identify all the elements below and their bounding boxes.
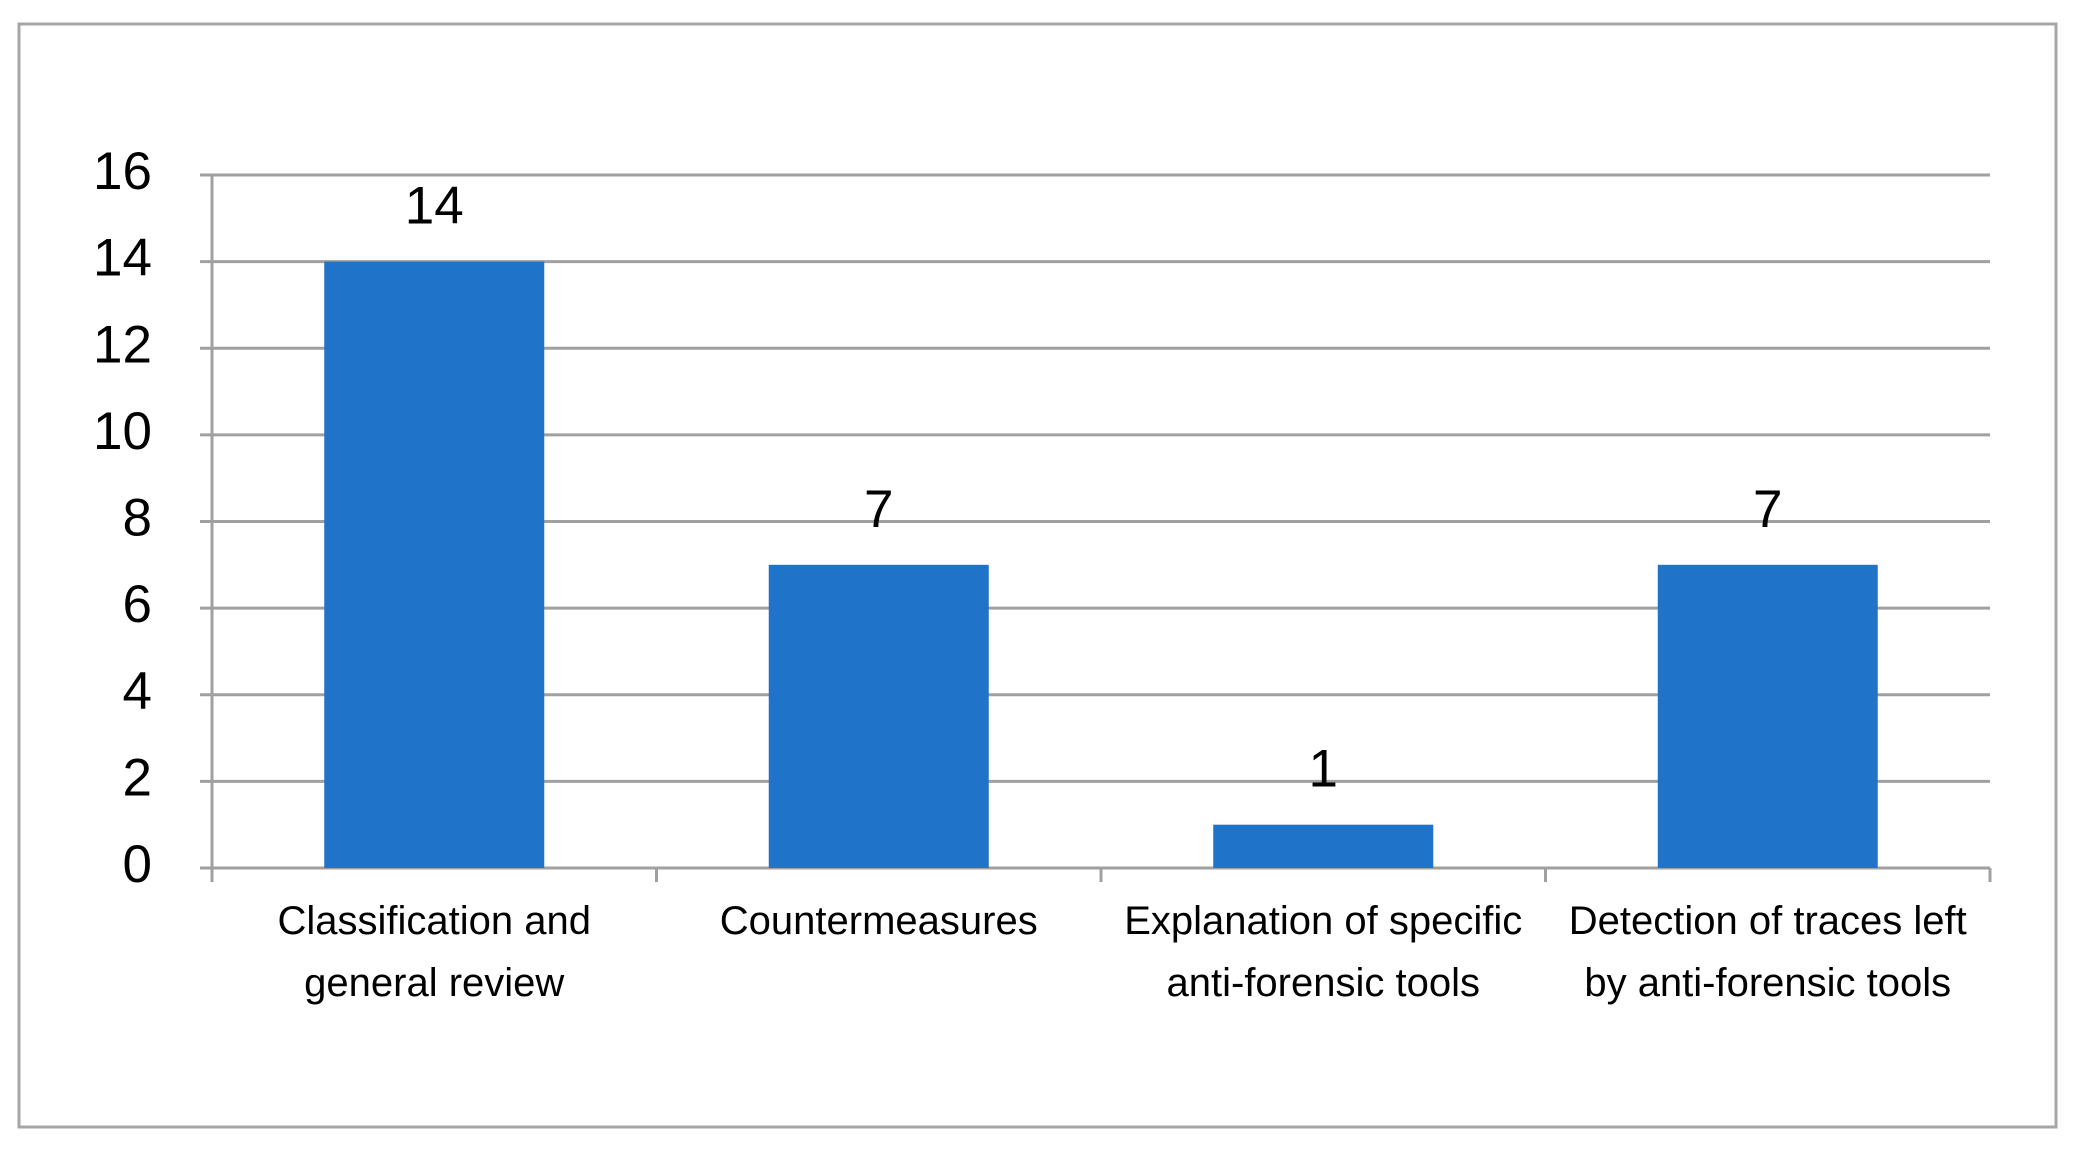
value-label: 14 [405,177,464,236]
bar [324,261,545,868]
y-tick-label: 4 [123,662,152,721]
y-tick-label: 6 [123,575,152,634]
value-label: 7 [864,480,893,539]
bar [768,564,989,868]
x-tick-label: Detection of traces left by anti-forensi… [1568,899,1967,1005]
x-tick-label: Explanation of specific anti-forensic to… [1124,899,1523,1005]
bar [1213,824,1434,868]
y-tick-label: 12 [93,315,152,374]
x-tick-label: Countermeasures [719,899,1038,943]
x-tick-label: Classification and general review [277,899,592,1005]
y-tick-label: 8 [123,489,152,548]
y-tick-label: 14 [93,229,152,288]
y-tick-label: 10 [93,402,152,461]
value-label: 7 [1753,480,1782,539]
y-tick-label: 16 [93,142,152,201]
bar [1657,564,1878,868]
y-tick-label: 2 [123,748,152,807]
y-tick-label: 0 [123,835,152,894]
value-label: 1 [1309,740,1338,799]
